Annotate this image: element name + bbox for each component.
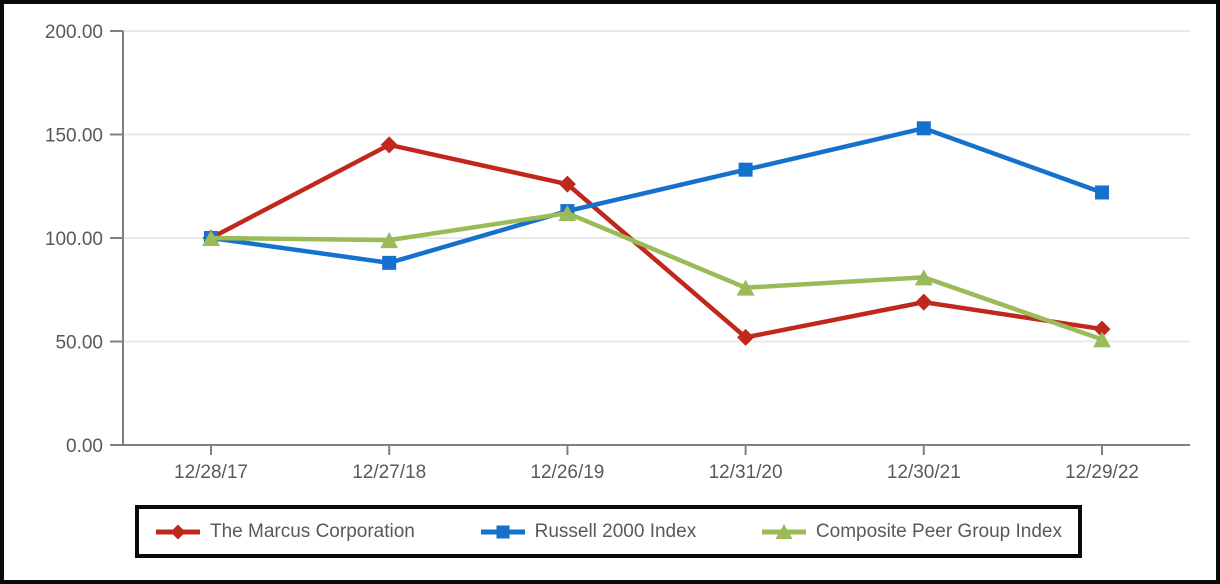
series-line: [210, 125, 1103, 266]
triangle-legend-marker-icon: [761, 523, 806, 539]
y-tick-label: 50.00: [55, 333, 103, 354]
diamond-marker-icon: [1093, 320, 1111, 338]
diamond-marker-icon: [915, 293, 933, 311]
y-tick-label: 200.00: [45, 22, 103, 43]
legend-item: The Marcus Corporation: [155, 521, 415, 543]
diamond-legend-marker-icon: [156, 524, 200, 539]
square-marker-icon: [738, 162, 753, 177]
y-tick-label: 0.00: [66, 436, 103, 457]
legend-label: Composite Peer Group Index: [815, 521, 1062, 542]
x-tick-label: 12/30/21: [887, 462, 961, 483]
chart-canvas: 0.00 50.00 100.00 150.00 200.00 12/28/17 12/27…: [45, 22, 1190, 483]
square-marker-icon: [382, 255, 397, 270]
triangle-marker-icon: [202, 230, 220, 246]
triangle-marker-icon: [914, 269, 933, 286]
triangle-marker-icon: [380, 232, 399, 249]
triangle-marker-icon: [558, 205, 577, 222]
x-tick-label: 12/27/18: [352, 462, 426, 483]
series-line: [209, 142, 1103, 340]
triangle-marker-icon: [736, 279, 755, 296]
series-line: [210, 210, 1103, 342]
x-tick-label: 12/31/20: [709, 462, 783, 483]
legend-label: The Marcus Corporation: [210, 521, 415, 542]
y-tick-label: 100.00: [45, 229, 103, 250]
y-tick-label: 150.00: [45, 126, 103, 147]
triangle-marker-icon: [1093, 331, 1111, 348]
square-marker-icon: [1095, 185, 1109, 200]
square-marker-icon: [916, 121, 931, 136]
chart-legend: The Marcus Corporation Russell 2000 Index…: [135, 505, 1082, 558]
x-tick-label: 12/28/17: [174, 462, 248, 483]
legend-label: Russell 2000 Index: [534, 521, 697, 542]
square-legend-marker-icon: [480, 525, 525, 538]
diamond-marker-icon: [558, 175, 576, 193]
legend-item: Composite Peer Group Index: [761, 521, 1062, 543]
x-tick-label: 12/29/22: [1065, 462, 1139, 483]
x-tick-label: 12/26/19: [530, 462, 604, 483]
legend-item: Russell 2000 Index: [480, 521, 697, 543]
diamond-marker-icon: [380, 136, 398, 154]
diamond-marker-icon: [737, 328, 755, 346]
